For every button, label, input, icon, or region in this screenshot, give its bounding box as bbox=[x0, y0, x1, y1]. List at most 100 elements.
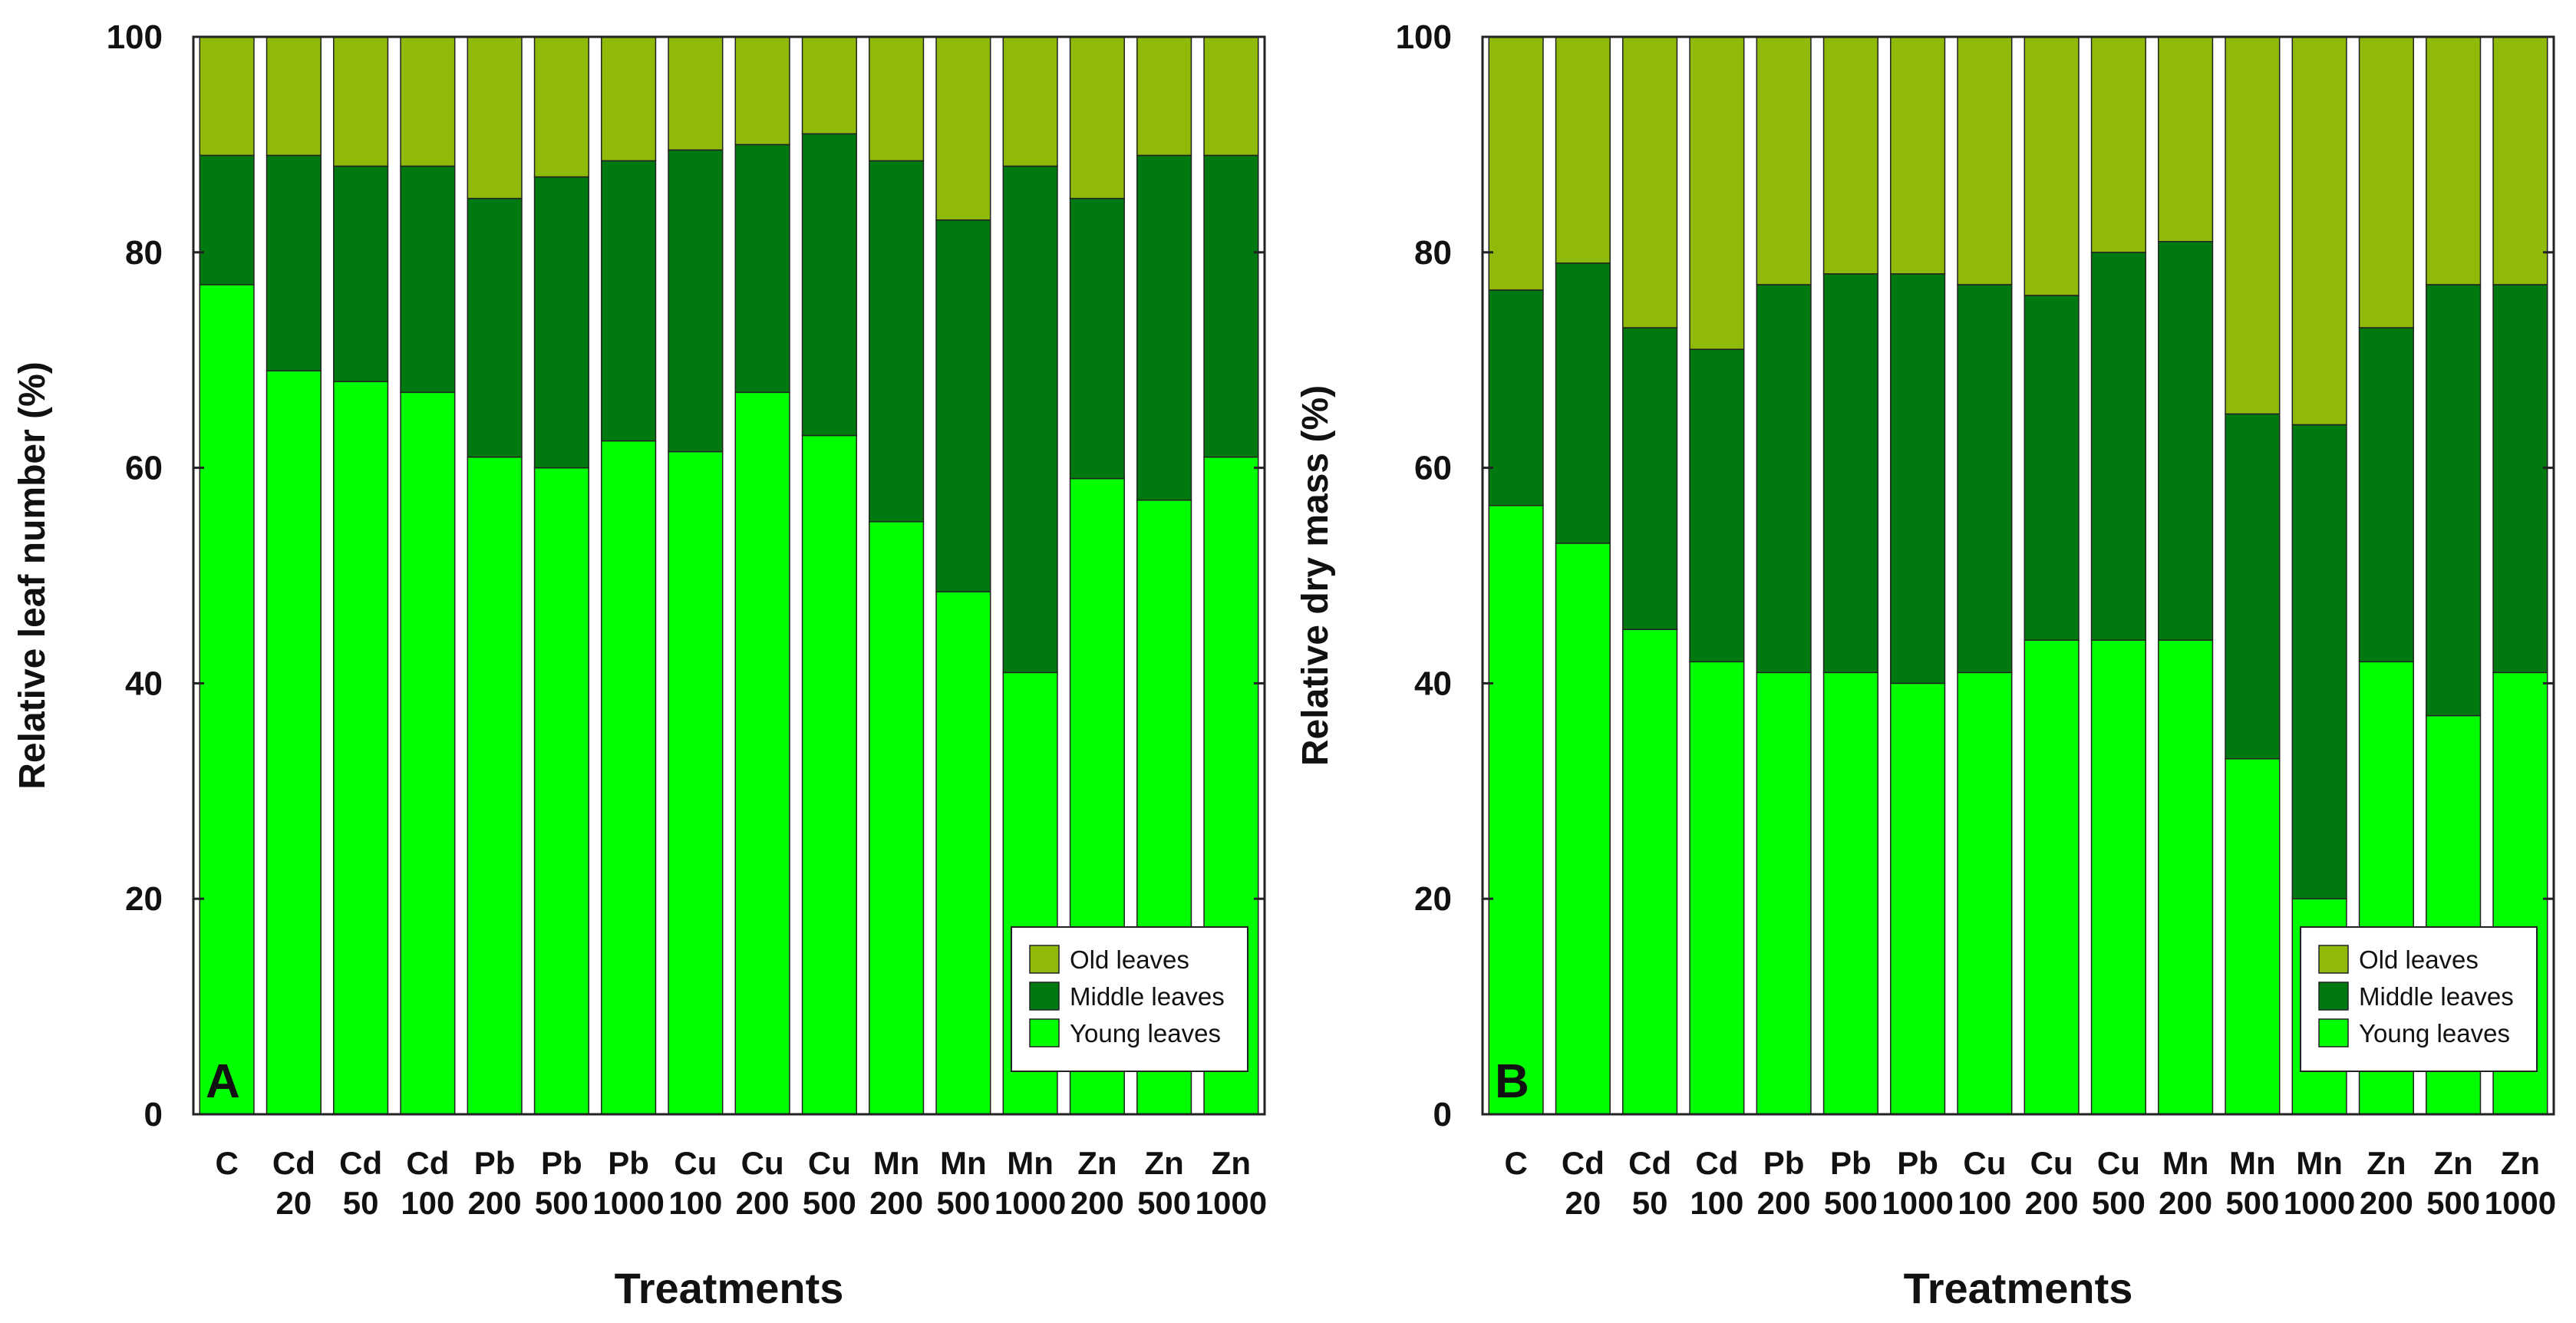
bar-young-leaves-pb-500 bbox=[1822, 671, 1878, 1115]
bar-middle-leaves-mn-500 bbox=[2225, 413, 2281, 760]
bar-middle-leaves-mn-200 bbox=[869, 160, 925, 523]
legend-label-middle-leaves: Middle leaves bbox=[1070, 982, 1225, 1011]
bar-old-leaves-cd-20 bbox=[1555, 36, 1611, 264]
y-tick-label: 0 bbox=[144, 1096, 163, 1133]
x-tick-label: Cd 50 bbox=[339, 1145, 382, 1221]
legend-swatch-young-leaves bbox=[2318, 1018, 2349, 1048]
bar-old-leaves-cd-100 bbox=[400, 36, 456, 167]
x-tick-label: Mn 1000 bbox=[994, 1145, 1066, 1221]
bar-middle-leaves-zn-500 bbox=[1136, 154, 1192, 501]
bar-old-leaves-zn-1000 bbox=[2492, 36, 2548, 285]
bar-middle-leaves-mn-1000 bbox=[1002, 165, 1058, 674]
bar-young-leaves-cu-200 bbox=[734, 391, 790, 1115]
bar-middle-leaves-cd-100 bbox=[400, 165, 456, 394]
bar-young-leaves-cu-200 bbox=[2024, 639, 2080, 1115]
bar-young-leaves-mn-500 bbox=[935, 591, 991, 1115]
bar-old-leaves-mn-500 bbox=[2225, 36, 2281, 415]
y-axis-title: Relative leaf number (%) bbox=[12, 361, 53, 789]
y-tick-label: 100 bbox=[107, 18, 163, 56]
x-tick-label: Pb 1000 bbox=[592, 1145, 664, 1221]
bar-middle-leaves-cd-20 bbox=[1555, 262, 1611, 544]
x-tick-label: Zn 1000 bbox=[1196, 1145, 1267, 1221]
bar-middle-leaves-cu-500 bbox=[801, 133, 857, 437]
x-tick-label: Mn 200 bbox=[869, 1145, 923, 1221]
x-tick-label: C bbox=[1504, 1145, 1527, 1181]
bar-young-leaves-cd-20 bbox=[266, 370, 322, 1115]
legend-label-middle-leaves: Middle leaves bbox=[2359, 982, 2514, 1011]
x-tick-label: Zn 200 bbox=[2360, 1145, 2413, 1221]
bar-old-leaves-pb-200 bbox=[1756, 36, 1812, 285]
x-tick-label: Mn 1000 bbox=[2284, 1145, 2355, 1221]
y-tick-label: 40 bbox=[125, 665, 163, 702]
bar-middle-leaves-cu-100 bbox=[668, 149, 724, 453]
bar-middle-leaves-cd-20 bbox=[266, 154, 322, 371]
x-tick-label: Cu 100 bbox=[668, 1145, 722, 1221]
x-tick-label: Cu 500 bbox=[2092, 1145, 2146, 1221]
x-tick-label: Cu 100 bbox=[1958, 1145, 2011, 1221]
x-tick-label: Mn 200 bbox=[2159, 1145, 2212, 1221]
bar-old-leaves-mn-1000 bbox=[1002, 36, 1058, 167]
bar-old-leaves-cd-100 bbox=[1689, 36, 1745, 350]
y-axis-title: Relative dry mass (%) bbox=[1295, 385, 1336, 766]
y-tick-label: 0 bbox=[1433, 1096, 1452, 1133]
bar-young-leaves-cu-500 bbox=[801, 434, 857, 1115]
y-tick-label: 80 bbox=[1414, 234, 1452, 272]
bar-young-leaves-mn-500 bbox=[2225, 757, 2281, 1115]
bar-old-leaves-c bbox=[199, 36, 255, 157]
legend-swatch-middle-leaves bbox=[2318, 982, 2349, 1011]
x-tick-label: Cd 50 bbox=[1628, 1145, 1671, 1221]
legend-swatch-middle-leaves bbox=[1029, 982, 1060, 1011]
x-axis-title: Treatments bbox=[1904, 1264, 2133, 1312]
bar-young-leaves-cu-500 bbox=[2090, 639, 2146, 1115]
bar-young-leaves-pb-500 bbox=[533, 467, 589, 1115]
bar-middle-leaves-pb-200 bbox=[467, 197, 523, 458]
x-tick-label: Pb 1000 bbox=[1882, 1145, 1953, 1221]
y-tick-label: 80 bbox=[125, 234, 163, 272]
bar-young-leaves-cd-20 bbox=[1555, 543, 1611, 1115]
bar-old-leaves-pb-1000 bbox=[1890, 36, 1946, 275]
legend-swatch-old-leaves bbox=[2318, 945, 2349, 974]
bar-old-leaves-mn-200 bbox=[2158, 36, 2214, 242]
bar-middle-leaves-cd-50 bbox=[1622, 327, 1678, 630]
x-tick-label: Cd 20 bbox=[1562, 1145, 1605, 1221]
x-tick-label: Zn 200 bbox=[1070, 1145, 1124, 1221]
legend-label-old-leaves: Old leaves bbox=[2359, 945, 2479, 974]
bar-middle-leaves-pb-200 bbox=[1756, 284, 1812, 674]
panel-letter: B bbox=[1495, 1055, 1529, 1108]
bar-middle-leaves-zn-500 bbox=[2426, 284, 2482, 717]
bar-middle-leaves-pb-500 bbox=[533, 176, 589, 469]
bar-old-leaves-cu-200 bbox=[734, 36, 790, 146]
bar-middle-leaves-pb-1000 bbox=[1890, 273, 1946, 685]
bar-middle-leaves-mn-200 bbox=[2158, 241, 2214, 641]
bar-old-leaves-zn-500 bbox=[1136, 36, 1192, 157]
bar-middle-leaves-cu-500 bbox=[2090, 252, 2146, 641]
legend: Old leaves Middle leaves Young leaves bbox=[2300, 926, 2538, 1072]
bar-old-leaves-mn-1000 bbox=[2291, 36, 2347, 426]
y-tick-label: 20 bbox=[125, 880, 163, 918]
legend-label-young-leaves: Young leaves bbox=[2359, 1019, 2510, 1048]
bar-old-leaves-cd-50 bbox=[1622, 36, 1678, 328]
bar-middle-leaves-cu-200 bbox=[734, 144, 790, 394]
bar-old-leaves-pb-500 bbox=[1822, 36, 1878, 275]
x-tick-label: Zn 500 bbox=[1137, 1145, 1191, 1221]
y-tick-label: 60 bbox=[1414, 450, 1452, 487]
bar-middle-leaves-mn-500 bbox=[935, 219, 991, 592]
x-tick-label: Pb 500 bbox=[535, 1145, 589, 1221]
y-tick-label: 40 bbox=[1414, 665, 1452, 702]
bar-middle-leaves-pb-500 bbox=[1822, 273, 1878, 674]
legend: Old leaves Middle leaves Young leaves bbox=[1011, 926, 1248, 1072]
x-tick-label: Cd 100 bbox=[401, 1145, 454, 1221]
bar-old-leaves-cu-100 bbox=[668, 36, 724, 151]
x-axis-title: Treatments bbox=[615, 1264, 844, 1312]
bar-middle-leaves-zn-200 bbox=[2358, 327, 2414, 663]
bar-old-leaves-pb-1000 bbox=[601, 36, 657, 162]
bar-young-leaves-pb-200 bbox=[467, 456, 523, 1115]
x-tick-label: Pb 200 bbox=[1757, 1145, 1811, 1221]
bar-young-leaves-cd-50 bbox=[333, 381, 389, 1115]
bar-young-leaves-cu-100 bbox=[1957, 671, 2013, 1115]
bar-old-leaves-c bbox=[1488, 36, 1544, 291]
x-tick-label: Pb 500 bbox=[1824, 1145, 1878, 1221]
bar-young-leaves-mn-200 bbox=[869, 521, 925, 1115]
bar-young-leaves-cd-100 bbox=[1689, 661, 1745, 1115]
